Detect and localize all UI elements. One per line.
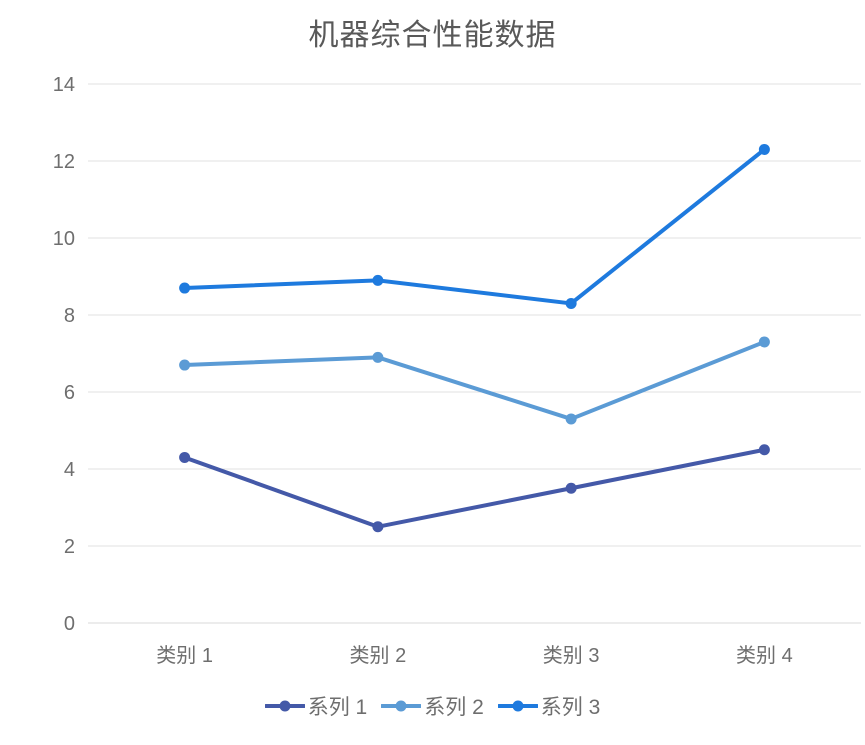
- series-line-1: [182, 447, 767, 529]
- data-point-marker: [372, 521, 384, 533]
- y-axis-tick-label: 4: [64, 459, 75, 481]
- data-point-marker: [565, 297, 577, 309]
- data-point-marker: [565, 482, 577, 494]
- data-point-marker: [372, 351, 384, 363]
- legend-item-2: 系列 2: [381, 691, 484, 721]
- data-point-marker: [372, 274, 384, 286]
- chart-title: 机器综合性能数据: [308, 18, 557, 53]
- data-point-marker: [179, 451, 191, 463]
- series-line-3: [182, 147, 767, 306]
- x-axis-category-label: 类别 4: [736, 644, 793, 667]
- series-line-2: [182, 339, 767, 421]
- legend-line-marker-icon: [264, 700, 305, 712]
- y-axis-tick-label: 12: [53, 151, 75, 173]
- legend-line-marker-icon: [497, 700, 538, 712]
- y-axis-tick-label: 8: [64, 305, 75, 327]
- legend-line-marker-icon: [381, 700, 422, 712]
- y-axis-tick-label: 14: [53, 74, 75, 96]
- data-point-marker: [758, 336, 770, 348]
- x-axis-category-label: 类别 1: [156, 644, 213, 667]
- x-axis-category-label: 类别 3: [543, 644, 600, 667]
- data-point-marker: [758, 143, 770, 155]
- legend-item-1: 系列 1: [264, 691, 368, 721]
- y-axis-tick-label: 10: [53, 228, 75, 250]
- x-axis-category-label: 类别 2: [350, 644, 407, 667]
- y-axis-tick-label: 6: [64, 382, 75, 404]
- legend-label: 系列 2: [424, 696, 484, 719]
- legend-item-3: 系列 3: [497, 691, 601, 721]
- legend-label: 系列 3: [540, 696, 601, 719]
- data-point-marker: [565, 413, 577, 425]
- y-axis-tick-label: 2: [64, 536, 75, 558]
- data-point-marker: [179, 359, 191, 371]
- data-point-marker: [179, 282, 191, 294]
- legend-label: 系列 1: [307, 696, 368, 719]
- y-axis-tick-label: 0: [64, 613, 75, 635]
- data-point-marker: [758, 444, 770, 456]
- legend: 系列 1 系列 2 系列 3: [0, 691, 865, 721]
